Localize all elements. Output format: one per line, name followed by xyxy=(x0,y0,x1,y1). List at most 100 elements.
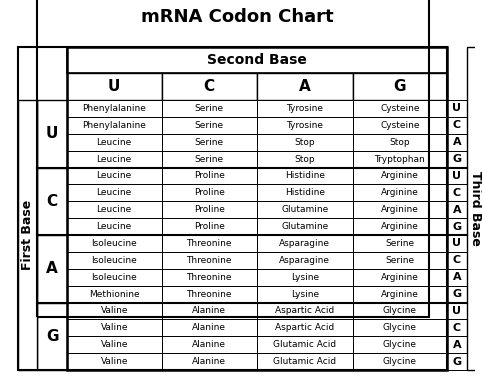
Text: A: A xyxy=(453,340,461,350)
Bar xyxy=(67,167,161,184)
Text: U: U xyxy=(453,103,461,113)
Bar xyxy=(67,286,161,303)
Bar xyxy=(257,336,353,353)
Bar xyxy=(353,353,447,370)
Text: First Base: First Base xyxy=(21,200,34,270)
Bar xyxy=(161,336,257,353)
Text: Glycine: Glycine xyxy=(383,323,417,332)
Text: mRNA Codon Chart: mRNA Codon Chart xyxy=(141,8,334,26)
Bar xyxy=(161,218,257,235)
Text: Threonine: Threonine xyxy=(187,273,232,282)
Text: Valine: Valine xyxy=(101,340,128,349)
Bar xyxy=(447,151,467,167)
Bar xyxy=(447,184,467,201)
Bar xyxy=(18,100,38,370)
Bar xyxy=(161,167,257,184)
Text: Glutamine: Glutamine xyxy=(281,205,328,214)
Text: Valine: Valine xyxy=(101,357,128,366)
Bar xyxy=(67,235,161,252)
Bar xyxy=(161,269,257,286)
Text: U: U xyxy=(453,171,461,181)
Text: Proline: Proline xyxy=(194,171,225,180)
Bar xyxy=(353,252,447,269)
Text: Leucine: Leucine xyxy=(96,222,132,231)
Bar xyxy=(161,73,257,100)
Bar xyxy=(161,286,257,303)
Bar xyxy=(67,134,161,151)
Bar xyxy=(353,184,447,201)
Text: Arginine: Arginine xyxy=(381,205,419,214)
Text: Glycine: Glycine xyxy=(383,340,417,349)
Bar xyxy=(67,353,161,370)
Text: C: C xyxy=(453,255,461,265)
Text: Proline: Proline xyxy=(194,188,225,197)
Bar xyxy=(67,269,161,286)
Bar xyxy=(67,73,161,100)
Bar xyxy=(161,252,257,269)
Bar xyxy=(447,100,467,117)
Text: C: C xyxy=(453,323,461,333)
Text: Stop: Stop xyxy=(295,138,315,147)
Text: Leucine: Leucine xyxy=(96,188,132,197)
Bar xyxy=(447,336,467,353)
Text: U: U xyxy=(108,79,120,94)
Text: Glycine: Glycine xyxy=(383,306,417,315)
Bar xyxy=(161,235,257,252)
Bar xyxy=(257,218,353,235)
Bar xyxy=(353,167,447,184)
Text: Threonine: Threonine xyxy=(187,290,232,299)
Bar xyxy=(257,319,353,336)
Bar xyxy=(257,117,353,134)
Text: G: G xyxy=(453,357,462,367)
Bar xyxy=(353,286,447,303)
Bar xyxy=(161,201,257,218)
Text: Serine: Serine xyxy=(195,155,224,164)
Bar xyxy=(353,73,447,100)
Bar xyxy=(257,303,353,319)
Text: Proline: Proline xyxy=(194,205,225,214)
Bar xyxy=(467,47,482,370)
Text: Alanine: Alanine xyxy=(192,340,226,349)
Text: Leucine: Leucine xyxy=(96,155,132,164)
Bar xyxy=(353,218,447,235)
Text: Second Base: Second Base xyxy=(207,53,307,67)
Bar xyxy=(353,134,447,151)
Bar xyxy=(67,201,161,218)
Text: Valine: Valine xyxy=(101,306,128,315)
Bar xyxy=(353,201,447,218)
Bar xyxy=(447,235,467,252)
Bar xyxy=(161,319,257,336)
Text: Aspartic Acid: Aspartic Acid xyxy=(275,323,335,332)
Bar xyxy=(257,252,353,269)
Bar xyxy=(353,269,447,286)
Bar xyxy=(353,151,447,167)
Text: Leucine: Leucine xyxy=(96,138,132,147)
Bar xyxy=(67,252,161,269)
Bar xyxy=(38,303,67,370)
Text: G: G xyxy=(394,79,406,94)
Text: Threonine: Threonine xyxy=(187,256,232,265)
Bar xyxy=(257,235,353,252)
Text: C: C xyxy=(204,79,215,94)
Text: U: U xyxy=(453,238,461,248)
Bar xyxy=(67,184,161,201)
Text: Arginine: Arginine xyxy=(381,290,419,299)
Text: A: A xyxy=(299,79,311,94)
Text: G: G xyxy=(453,222,462,232)
Text: Threonine: Threonine xyxy=(187,239,232,248)
Text: U: U xyxy=(453,306,461,316)
Bar xyxy=(257,353,353,370)
Bar xyxy=(67,151,161,167)
Text: Glycine: Glycine xyxy=(383,357,417,366)
Text: Isoleucine: Isoleucine xyxy=(92,239,137,248)
Text: Arginine: Arginine xyxy=(381,171,419,180)
Text: Valine: Valine xyxy=(101,323,128,332)
Bar xyxy=(67,100,161,117)
Bar xyxy=(257,73,353,100)
Text: Histidine: Histidine xyxy=(285,171,325,180)
Text: Leucine: Leucine xyxy=(96,171,132,180)
Text: Arginine: Arginine xyxy=(381,273,419,282)
Text: Tryptophan: Tryptophan xyxy=(375,155,425,164)
Text: Glutamic Acid: Glutamic Acid xyxy=(273,357,336,366)
Text: G: G xyxy=(46,329,58,344)
